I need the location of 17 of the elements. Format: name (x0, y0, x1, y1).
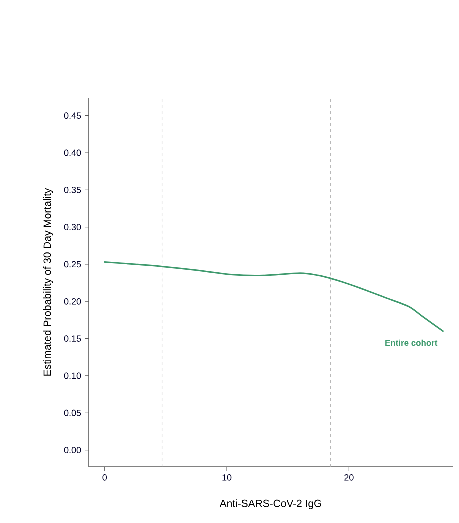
y-tick-label: 0.45 (64, 112, 82, 120)
y-tick-label: 0.05 (64, 410, 82, 416)
y-tick-label: 0.40 (64, 150, 82, 156)
x-tick-label: 10 (222, 474, 232, 481)
y-tick-label: 0.00 (64, 447, 82, 454)
y-tick-label: 0.10 (64, 372, 82, 380)
y-tick-label: 0.15 (64, 336, 82, 342)
x-tick-label: 0 (102, 474, 108, 481)
y-tick-label: 0.20 (64, 298, 82, 305)
line-series (104, 261, 444, 332)
y-axis-title: Estimated Probability of 30 Day Mortality (43, 188, 54, 376)
y-tick-label: 0.30 (64, 224, 82, 230)
y-tick-label: 0.25 (64, 261, 82, 268)
x-tick-label: 20 (344, 474, 354, 481)
y-tick-label: 0.35 (64, 186, 82, 194)
series-label: Entire cohort (386, 340, 438, 346)
x-axis-title: Anti-SARS-CoV-2 IgG (220, 500, 322, 510)
